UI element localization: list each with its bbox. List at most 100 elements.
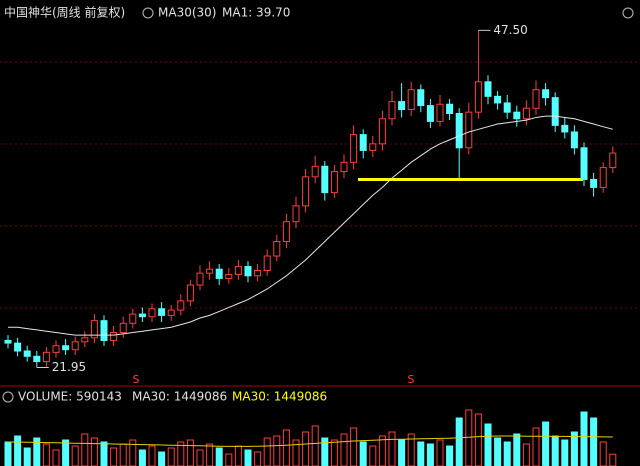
candle-body bbox=[398, 101, 406, 111]
candle-body bbox=[292, 205, 300, 223]
volume-bar bbox=[186, 439, 194, 466]
candle-body bbox=[369, 143, 377, 151]
volume-bar bbox=[158, 451, 166, 466]
candle-body bbox=[388, 101, 396, 120]
volume-bar bbox=[244, 449, 252, 466]
volume-bar bbox=[340, 433, 348, 466]
icon[interactable] bbox=[2, 391, 14, 403]
candle-body bbox=[100, 320, 108, 341]
volume-bar bbox=[90, 437, 98, 466]
volume-bar bbox=[398, 439, 406, 466]
volume-bar bbox=[609, 453, 617, 466]
volume-bar bbox=[407, 433, 415, 466]
volume-bar bbox=[321, 437, 329, 466]
volume-bar bbox=[81, 433, 89, 466]
volume-bar bbox=[119, 443, 127, 466]
volume-bar bbox=[532, 427, 540, 466]
volume-bar bbox=[350, 427, 358, 466]
candle-body bbox=[158, 308, 166, 316]
volume-bar bbox=[446, 445, 454, 466]
candle-body bbox=[110, 332, 118, 341]
candle-body bbox=[474, 81, 482, 113]
volume-bar bbox=[590, 417, 598, 466]
signal-mark: S bbox=[133, 373, 140, 386]
volume-bar bbox=[62, 439, 70, 466]
volume-bar bbox=[234, 445, 242, 466]
volume-bar bbox=[23, 447, 31, 466]
volume-bar bbox=[474, 413, 482, 466]
volume-bar bbox=[196, 449, 204, 466]
candle-body bbox=[532, 89, 540, 109]
volume-ma-label: MA30: 1449086 bbox=[132, 390, 227, 404]
candle-body bbox=[148, 308, 156, 318]
signal-mark: S bbox=[408, 373, 415, 386]
candle-body bbox=[330, 171, 338, 194]
volume-bar bbox=[177, 441, 185, 466]
candle-body bbox=[177, 300, 185, 311]
volume-bar bbox=[129, 439, 137, 466]
volume-ma-label: MA30: 1449086 bbox=[232, 390, 327, 404]
icon[interactable] bbox=[142, 7, 154, 19]
candle-body bbox=[273, 240, 281, 257]
volume-bar bbox=[138, 449, 146, 466]
candle-body bbox=[484, 81, 492, 97]
candle-body bbox=[340, 161, 348, 173]
ma-line bbox=[8, 115, 613, 336]
volume-bar bbox=[71, 445, 79, 466]
candle-body bbox=[282, 221, 290, 242]
candle-body bbox=[129, 313, 137, 324]
chart-title: 中国神华(周线 前复权) bbox=[4, 5, 125, 20]
candle-body bbox=[417, 89, 425, 107]
grid bbox=[0, 61, 640, 309]
candle-body bbox=[513, 111, 521, 120]
candle-body bbox=[254, 270, 262, 277]
settings-icon[interactable] bbox=[622, 7, 634, 19]
candle-body bbox=[81, 337, 89, 343]
volume-bar bbox=[14, 435, 22, 466]
candle-body bbox=[522, 107, 530, 120]
candle-body bbox=[436, 103, 444, 122]
candle-body bbox=[23, 350, 31, 357]
volume-bar bbox=[206, 443, 214, 466]
volume-bar bbox=[42, 443, 50, 466]
candle-body bbox=[225, 273, 233, 279]
volume-bar bbox=[33, 437, 41, 466]
volume-bar bbox=[570, 431, 578, 466]
volume-bar bbox=[378, 435, 386, 466]
candle-body bbox=[244, 266, 252, 277]
volume-bar bbox=[292, 439, 300, 466]
volume-bar bbox=[282, 429, 290, 466]
volume-bar bbox=[369, 445, 377, 466]
volume-bar bbox=[484, 423, 492, 466]
candle-body bbox=[503, 102, 511, 113]
candle-body bbox=[71, 341, 79, 351]
volume-bar bbox=[542, 421, 550, 466]
volume-bar bbox=[522, 443, 530, 466]
candle-body bbox=[599, 167, 607, 188]
volume-bar bbox=[167, 447, 175, 466]
candle-body bbox=[446, 103, 454, 114]
volume-bar bbox=[225, 453, 233, 466]
candle-body bbox=[196, 272, 204, 286]
volume-bar bbox=[561, 439, 569, 466]
candle-body bbox=[551, 97, 559, 126]
volume-bar bbox=[273, 435, 281, 466]
volume-bar bbox=[52, 449, 60, 466]
candle-body bbox=[186, 284, 194, 302]
volume-bar bbox=[551, 435, 559, 466]
candle-body bbox=[590, 178, 598, 188]
volume-bar bbox=[311, 425, 319, 466]
candle-body bbox=[215, 268, 223, 279]
candle-body bbox=[167, 309, 175, 316]
candle-body bbox=[455, 112, 463, 149]
volume-bar bbox=[465, 409, 473, 466]
volume-bar bbox=[426, 443, 434, 466]
volume-bar bbox=[148, 445, 156, 466]
min-label: 21.95 bbox=[52, 360, 86, 374]
candle-body bbox=[42, 351, 50, 363]
candle-body bbox=[138, 313, 146, 318]
candle-body bbox=[542, 89, 550, 99]
volume-bar bbox=[302, 431, 310, 466]
candle-body bbox=[407, 89, 415, 111]
